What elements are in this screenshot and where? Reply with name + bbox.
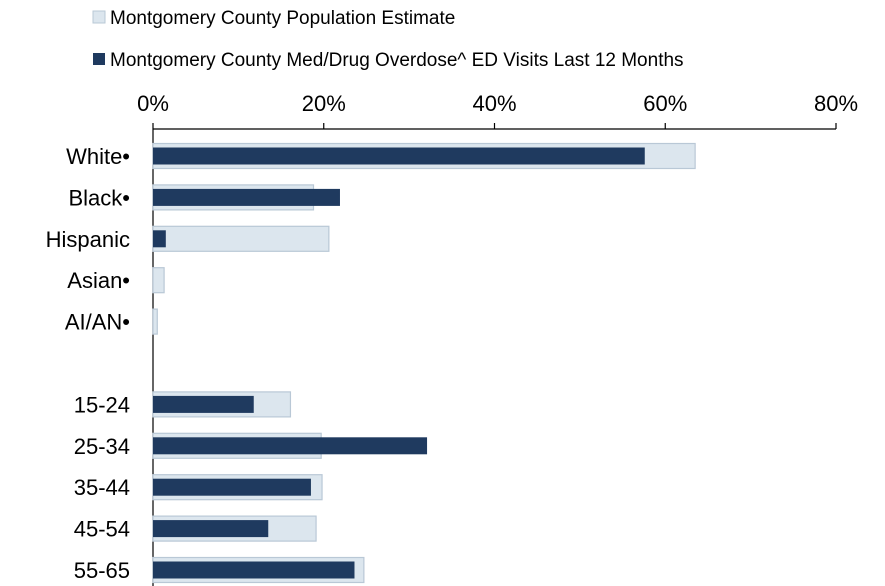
y-category-label: 45-54 bbox=[74, 517, 130, 542]
legend-label-population: Montgomery County Population Estimate bbox=[110, 8, 455, 29]
legend-label-ed-visits: Montgomery County Med/Drug Overdose^ ED … bbox=[110, 50, 684, 71]
y-category-label: 15-24 bbox=[74, 392, 130, 417]
y-category-label: AI/AN• bbox=[65, 310, 130, 335]
bar-ed-visits bbox=[153, 437, 428, 455]
bar-ed-visits bbox=[153, 395, 254, 413]
y-category-label: 35-44 bbox=[74, 475, 130, 500]
legend-swatch-population bbox=[92, 10, 106, 24]
y-category-label: White• bbox=[66, 144, 130, 169]
legend-swatch-ed-visits bbox=[93, 53, 105, 65]
y-category-label: Black• bbox=[69, 185, 131, 210]
bar-population bbox=[152, 308, 158, 335]
x-tick-label: 0% bbox=[137, 91, 169, 116]
y-category-label: Hispanic bbox=[46, 227, 130, 252]
bar-ed-visits bbox=[153, 520, 269, 538]
bar-ed-visits bbox=[153, 230, 166, 248]
bar-ed-visits bbox=[153, 188, 340, 206]
x-tick-label: 20% bbox=[302, 91, 346, 116]
bar-population bbox=[152, 225, 330, 252]
x-tick-label: 80% bbox=[814, 91, 858, 116]
y-category-label: 25-34 bbox=[74, 434, 130, 459]
y-category-label: Asian• bbox=[67, 268, 130, 293]
bar-ed-visits bbox=[153, 561, 355, 579]
x-tick-label: 60% bbox=[643, 91, 687, 116]
bar-population bbox=[152, 267, 165, 294]
y-category-label: 55-65 bbox=[74, 558, 130, 583]
x-tick-label: 40% bbox=[472, 91, 516, 116]
bar-ed-visits bbox=[153, 147, 645, 165]
bar-ed-visits bbox=[153, 478, 311, 496]
